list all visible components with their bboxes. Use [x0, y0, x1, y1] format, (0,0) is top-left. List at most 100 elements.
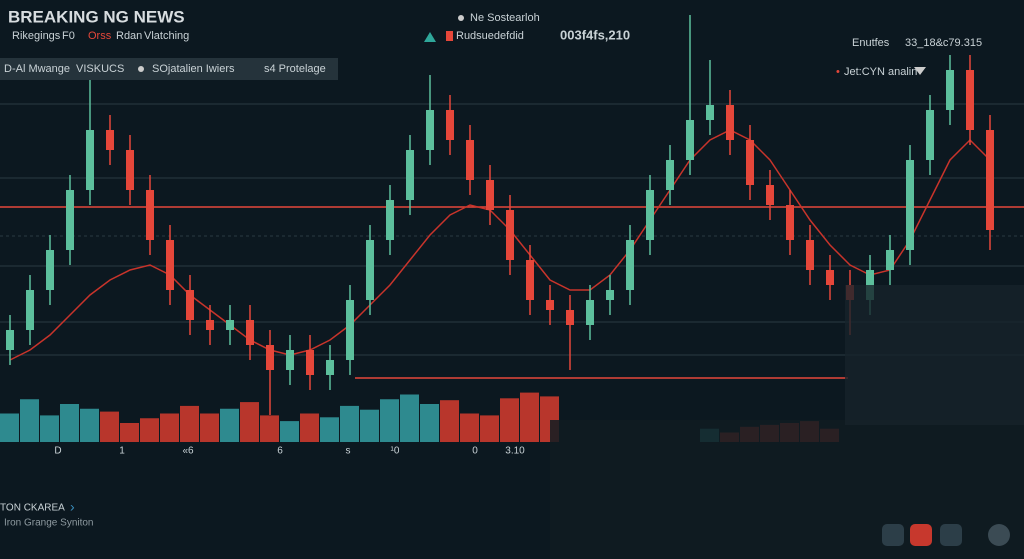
volume-bar — [0, 413, 19, 442]
candle-body — [446, 110, 454, 140]
volume-bar — [120, 423, 139, 442]
x-tick-label: 6 — [277, 446, 283, 457]
candle-body — [366, 240, 374, 300]
candle-body — [746, 140, 754, 185]
candle-body — [766, 185, 774, 205]
candle-body — [386, 200, 394, 240]
volume-bar — [520, 392, 539, 442]
candle-body — [246, 320, 254, 345]
button[interactable] — [988, 524, 1010, 546]
candle-body — [566, 310, 574, 325]
candle-body — [986, 130, 994, 230]
candle-body — [466, 140, 474, 180]
candle-body — [286, 350, 294, 370]
volume-bar — [240, 402, 259, 442]
toolbar-item[interactable]: SOjatalien Iwiers — [152, 63, 235, 75]
candle-body — [706, 105, 714, 120]
tab[interactable]: Rikegings — [12, 30, 61, 42]
candle-body — [726, 105, 734, 140]
candle-body — [46, 250, 54, 290]
candle-body — [266, 345, 274, 370]
footer-subtitle: Iron Grange Syniton — [4, 518, 94, 529]
volume-bar — [500, 398, 519, 442]
x-tick-label: 3.10 — [505, 446, 525, 457]
candle-body — [406, 150, 414, 200]
volume-bar — [400, 394, 419, 442]
candle-body — [526, 260, 534, 300]
price: 003f4fs,210 — [560, 27, 630, 42]
button[interactable] — [910, 524, 932, 546]
candle-body — [86, 130, 94, 190]
x-tick-label: 0 — [472, 446, 478, 457]
volume-bar — [320, 417, 339, 442]
volume-bar — [380, 399, 399, 442]
x-tick-label: s — [346, 446, 351, 457]
candle-body — [626, 240, 634, 290]
x-tick-label: «6 — [182, 446, 194, 457]
down-icon — [446, 31, 453, 41]
volume-bar — [100, 411, 119, 442]
candle-body — [946, 70, 954, 110]
tab[interactable]: Vlatching — [144, 30, 189, 42]
candle-body — [686, 120, 694, 160]
candle-body — [486, 180, 494, 210]
tab[interactable]: Rdan — [116, 30, 142, 42]
candle-body — [66, 190, 74, 250]
volume-bar — [420, 404, 439, 442]
candle-body — [186, 290, 194, 320]
candle-body — [546, 300, 554, 310]
overlay-panel — [845, 285, 1024, 425]
candle-body — [206, 320, 214, 330]
pair[interactable]: Jet:CYN analin — [844, 66, 917, 78]
volume-bar — [160, 413, 179, 442]
volume-bar — [80, 408, 99, 442]
candle-body — [606, 290, 614, 300]
volume-bar — [280, 421, 299, 442]
candle-body — [646, 190, 654, 240]
dot — [138, 66, 144, 72]
volume-bar — [200, 413, 219, 442]
candle-body — [306, 350, 314, 375]
candle-body — [346, 300, 354, 360]
volume-bar — [220, 408, 239, 442]
chevron[interactable]: › — [70, 499, 75, 515]
candle-body — [146, 190, 154, 240]
volume-bar — [460, 413, 479, 442]
up-icon — [424, 32, 436, 42]
volume-bar — [440, 400, 459, 442]
candle-body — [166, 240, 174, 290]
candle-body — [126, 150, 134, 190]
candle-body — [906, 160, 914, 250]
candle-body — [966, 70, 974, 130]
candle-body — [806, 240, 814, 270]
search[interactable]: Ne Sostearloh — [470, 12, 540, 24]
volume-bar — [340, 405, 359, 442]
candle-body — [326, 360, 334, 375]
tab[interactable]: F0 — [62, 30, 75, 42]
volume-bar — [360, 409, 379, 442]
toolbar-item[interactable]: D-Al Mwange — [4, 63, 70, 75]
candle-body — [26, 290, 34, 330]
dropdown-icon[interactable] — [914, 67, 926, 75]
button[interactable] — [940, 524, 962, 546]
volume-bar — [480, 415, 499, 442]
toolbar-item[interactable]: VISKUCS — [76, 63, 124, 75]
volume-bar — [20, 399, 39, 442]
x-tick-label: D — [54, 446, 61, 457]
candle-body — [226, 320, 234, 330]
footer-title: TON CKAREA — [0, 503, 65, 514]
volume-bar — [180, 405, 199, 442]
volume-bar — [260, 415, 279, 442]
button[interactable] — [882, 524, 904, 546]
candle-body — [926, 110, 934, 160]
candle-body — [666, 160, 674, 190]
candle-body — [506, 210, 514, 260]
volume-bar — [60, 404, 79, 442]
candle-body — [586, 300, 594, 325]
toolbar — [0, 58, 338, 80]
candle-body — [106, 130, 114, 150]
toolbar-item[interactable]: s4 Protelage — [264, 63, 326, 75]
tab[interactable]: Orss — [88, 30, 112, 42]
volume-bar — [300, 413, 319, 442]
